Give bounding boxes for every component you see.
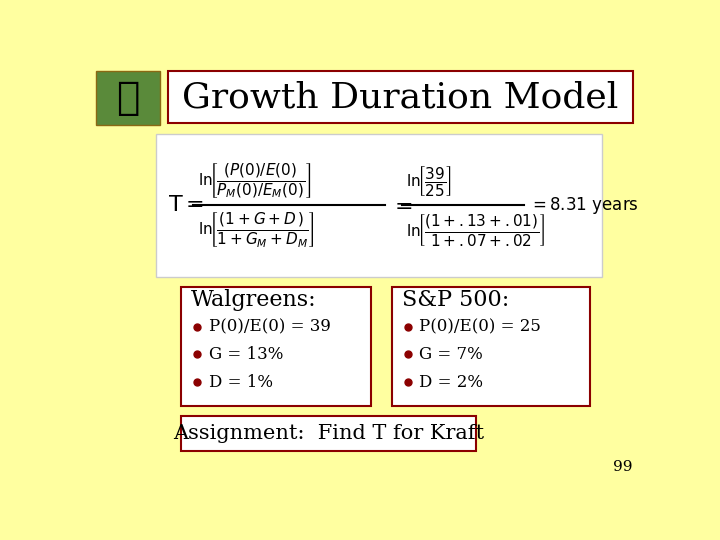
Text: $= 8.31\ \mathrm{years}$: $= 8.31\ \mathrm{years}$ [529, 195, 639, 216]
Text: $\mathrm{ln}\!\left[\dfrac{(1+.13+.01)}{1+.07+.02}\right]$: $\mathrm{ln}\!\left[\dfrac{(1+.13+.01)}{… [406, 212, 546, 248]
Text: Growth Duration Model: Growth Duration Model [182, 80, 618, 114]
Text: $\mathrm{T} =$: $\mathrm{T} =$ [168, 194, 204, 217]
Text: P(0)/E(0) = 25: P(0)/E(0) = 25 [419, 318, 541, 335]
FancyBboxPatch shape [181, 287, 372, 406]
Text: $\mathrm{ln}\!\left[\dfrac{39}{25}\right]$: $\mathrm{ln}\!\left[\dfrac{39}{25}\right… [406, 164, 452, 198]
Text: $\mathrm{ln}\!\left[\dfrac{\,(P(0)/E(0)\,}{P_M(0)/E_M(0)}\right]$: $\mathrm{ln}\!\left[\dfrac{\,(P(0)/E(0)\… [199, 161, 312, 200]
Text: D = 2%: D = 2% [419, 374, 483, 390]
FancyBboxPatch shape [156, 134, 601, 276]
Text: $\mathrm{ln}\!\left[\dfrac{(1+G+D\,)}{1+G_M+D_M}\right]$: $\mathrm{ln}\!\left[\dfrac{(1+G+D\,)}{1+… [199, 211, 315, 249]
Text: $=$: $=$ [390, 194, 413, 217]
FancyBboxPatch shape [168, 71, 632, 123]
Text: 🗄: 🗄 [117, 79, 140, 117]
Text: Walgreens:: Walgreens: [191, 289, 316, 312]
FancyBboxPatch shape [181, 416, 476, 451]
FancyBboxPatch shape [96, 71, 160, 125]
Text: G = 7%: G = 7% [419, 346, 483, 363]
Text: S&P 500:: S&P 500: [402, 289, 509, 312]
Text: 99: 99 [613, 461, 632, 475]
Text: P(0)/E(0) = 39: P(0)/E(0) = 39 [209, 318, 330, 335]
Text: G = 13%: G = 13% [209, 346, 283, 363]
Text: D = 1%: D = 1% [209, 374, 273, 390]
FancyBboxPatch shape [392, 287, 590, 406]
Text: Assignment:  Find T for Kraft: Assignment: Find T for Kraft [173, 424, 485, 443]
